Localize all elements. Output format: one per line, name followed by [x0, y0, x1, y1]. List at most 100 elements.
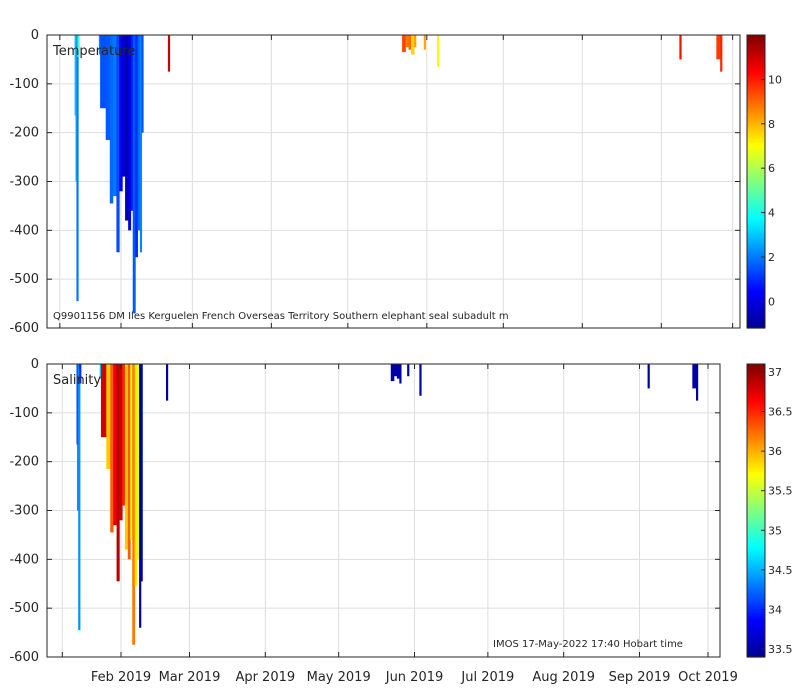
- salinity-colorbar-segment: [747, 617, 765, 621]
- temperature-colorbar-segment: [747, 225, 765, 229]
- temperature-colorbar-segment: [747, 78, 765, 82]
- temperature-colorbar-segment: [747, 157, 765, 161]
- salinity-x-ticks: Feb 2019 Mar 2019 Apr 2019 May 2019 Jun 2019…: [61, 364, 738, 685]
- salinity-colorbar-segment: [747, 456, 765, 460]
- temperature-y-tick-label: -400: [9, 223, 39, 238]
- salinity-colorbar-segment: [747, 600, 765, 604]
- temperature-colorbar-segment: [747, 52, 765, 56]
- temperature-colorbar-segment: [747, 318, 765, 322]
- salinity-colorbar-segment: [747, 627, 765, 631]
- salinity-colorbar-tick-label: 35.5: [768, 485, 793, 498]
- temperature-colorbar-segment: [747, 142, 765, 146]
- x-tick-label: Mar 2019: [159, 670, 221, 685]
- temperature-colorbar-segment: [747, 64, 765, 68]
- temperature-colorbar-segment: [747, 249, 765, 253]
- salinity-colorbar-segment: [747, 493, 765, 497]
- temperature-colorbar-segment: [747, 154, 765, 158]
- temperature-colorbar-segment: [747, 47, 765, 51]
- salinity-colorbar-segment: [747, 366, 765, 370]
- salinity-colorbar-segment: [747, 532, 765, 536]
- x-tick-label: Jun 2019: [385, 670, 444, 685]
- temperature-colorbar-segment: [747, 203, 765, 207]
- salinity-colorbar-segment: [747, 473, 765, 477]
- temperature-colorbar-segment: [747, 259, 765, 263]
- temperature-colorbar-segment: [747, 232, 765, 236]
- salinity-profile-bar: [165, 364, 169, 401]
- temperature-colorbar-segment: [747, 39, 765, 43]
- salinity-colorbar-segment: [747, 434, 765, 438]
- temperature-colorbar-segment: [747, 113, 765, 117]
- salinity-colorbar-tick-label: 34: [768, 603, 782, 616]
- salinity-colorbar-segment: [747, 603, 765, 607]
- salinity-colorbar-segment: [747, 422, 765, 426]
- salinity-colorbar-segment: [747, 559, 765, 563]
- temperature-profiles: [74, 35, 723, 314]
- temperature-y-tick-label: -600: [9, 321, 39, 336]
- temperature-colorbar-segment: [747, 132, 765, 136]
- temperature-colorbar-segment: [747, 191, 765, 195]
- temperature-colorbar-segment: [747, 149, 765, 153]
- salinity-colorbar-segment: [747, 490, 765, 495]
- temperature-colorbar-segment: [747, 301, 765, 305]
- salinity-y-tick-label: -300: [9, 504, 39, 519]
- temperature-y-tick-label: -300: [9, 175, 39, 190]
- temperature-colorbar-segment: [747, 227, 765, 231]
- salinity-colorbar-segment: [747, 639, 765, 643]
- temperature-y-tick-label: -500: [9, 272, 39, 287]
- temperature-colorbar-segment: [747, 161, 765, 166]
- salinity-profile-bar: [78, 364, 81, 631]
- salinity-colorbar-segment: [747, 586, 765, 590]
- salinity-colorbar-segment: [747, 512, 765, 516]
- salinity-colorbar: 33.5 34 34.5 35 35.5 36 36.5 37: [747, 364, 793, 658]
- salinity-colorbar-segment: [747, 539, 765, 543]
- salinity-colorbar-tick-label: 34.5: [768, 564, 793, 577]
- salinity-colorbar-segment: [747, 466, 765, 470]
- salinity-colorbar-segment: [747, 515, 765, 519]
- temperature-annotation: Q9901156 DM Iles Kerguelen French Overse…: [53, 311, 509, 322]
- temperature-colorbar-segment: [747, 257, 765, 261]
- salinity-colorbar-segment: [747, 376, 765, 380]
- temperature-colorbar-segment: [747, 279, 765, 283]
- temperature-colorbar-tick-label: 8: [768, 118, 775, 131]
- temperature-colorbar-segment: [747, 303, 765, 307]
- salinity-profile-bar: [396, 364, 400, 379]
- salinity-colorbar-segment: [747, 613, 765, 617]
- temperature-colorbar-segment: [747, 252, 765, 256]
- temperature-colorbar-segment: [747, 220, 765, 224]
- temperature-profile-bar: [139, 35, 143, 253]
- salinity-colorbar-segment: [747, 381, 765, 385]
- salinity-colorbar-segment: [747, 412, 765, 416]
- temperature-profile-bar: [128, 35, 132, 231]
- temperature-profile-bar: [125, 35, 129, 221]
- temperature-colorbar-segment: [747, 152, 765, 156]
- temperature-colorbar-segment: [747, 135, 765, 139]
- salinity-profile-bar: [696, 364, 699, 401]
- salinity-colorbar-segment: [747, 622, 765, 626]
- temperature-profile-bar: [141, 35, 144, 133]
- temperature-profile-bar: [135, 35, 138, 258]
- salinity-colorbar-segment: [747, 486, 765, 490]
- temperature-colorbar-segment: [747, 125, 765, 129]
- temperature-colorbar-segment: [747, 291, 765, 295]
- salinity-profile-bar: [110, 364, 114, 533]
- temperature-colorbar-segment: [747, 69, 765, 73]
- salinity-colorbar-segment: [747, 454, 765, 458]
- temperature-profile-bar: [167, 35, 171, 72]
- salinity-y-ticks: 0 -100 -200 -300 -400 -500 -600: [9, 357, 720, 665]
- salinity-profile-bar: [692, 364, 697, 389]
- temperature-colorbar-segment: [747, 171, 765, 175]
- temperature-profile-bar: [414, 35, 417, 48]
- temperature-profile-bar: [76, 35, 79, 302]
- salinity-profile-bar: [647, 364, 650, 389]
- salinity-colorbar-segment: [747, 505, 765, 509]
- salinity-colorbar-segment: [747, 561, 765, 565]
- temperature-colorbar-segment: [747, 208, 765, 212]
- temperature-colorbar-segment: [747, 169, 765, 173]
- salinity-colorbar-segment: [747, 632, 765, 636]
- temperature-y-tick-label: -200: [9, 126, 39, 141]
- temperature-colorbar-segment: [747, 237, 765, 241]
- salinity-colorbar-segment: [747, 615, 765, 619]
- temperature-colorbar-segment: [747, 269, 765, 273]
- temperature-profile-bar: [679, 35, 682, 60]
- x-tick-label: Aug 2019: [532, 670, 595, 685]
